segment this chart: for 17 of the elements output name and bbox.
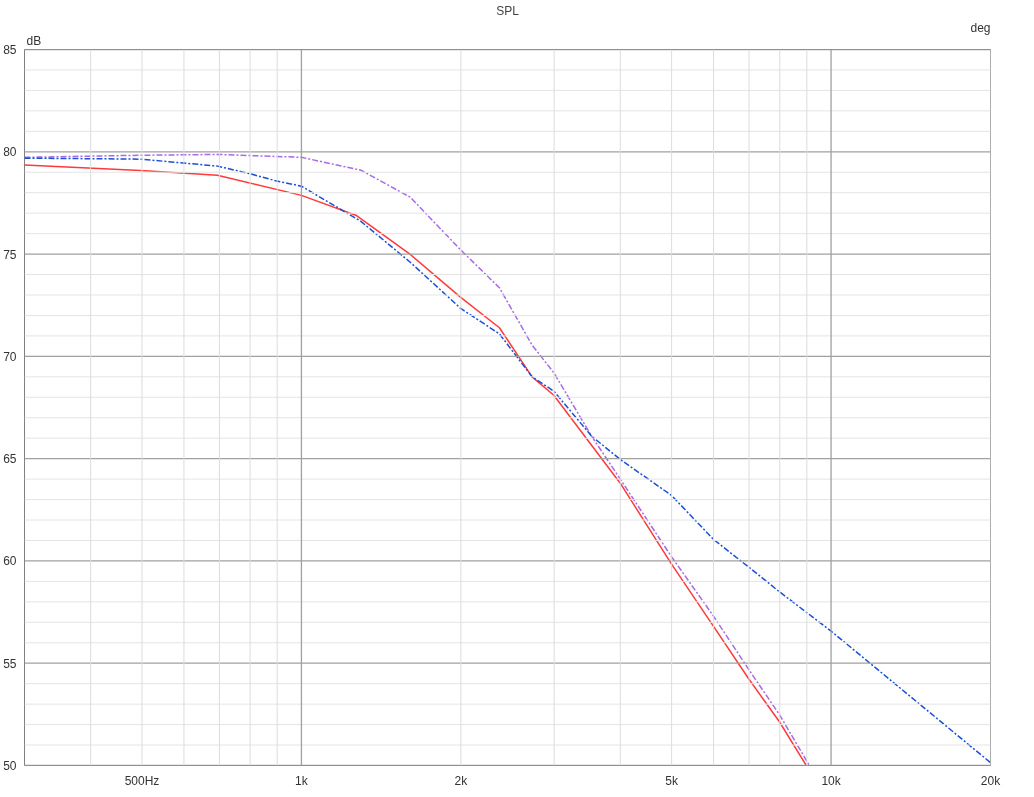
y2-axis-title: deg xyxy=(970,21,991,35)
y-tick-label: 80 xyxy=(3,145,17,160)
x-tick-label: 10k xyxy=(821,773,842,788)
chart-title: SPL xyxy=(496,3,520,18)
y-tick-label: 75 xyxy=(3,247,17,262)
y-tick-label: 70 xyxy=(3,349,17,364)
y-axis-title: dB xyxy=(26,33,42,48)
y-tick-label: 55 xyxy=(3,656,17,671)
y-tick-label: 65 xyxy=(3,452,17,467)
x-tick-label: 500Hz xyxy=(124,773,160,788)
x-tick-label: 5k xyxy=(665,773,679,788)
y-tick-label: 85 xyxy=(3,43,17,57)
x-tick-label: 1k xyxy=(295,773,309,788)
y-tick-label: 50 xyxy=(3,759,17,773)
x-tick-label: 2k xyxy=(454,773,469,788)
x-tick-label: 20k xyxy=(980,773,1002,788)
y-tick-label: 60 xyxy=(3,554,17,569)
